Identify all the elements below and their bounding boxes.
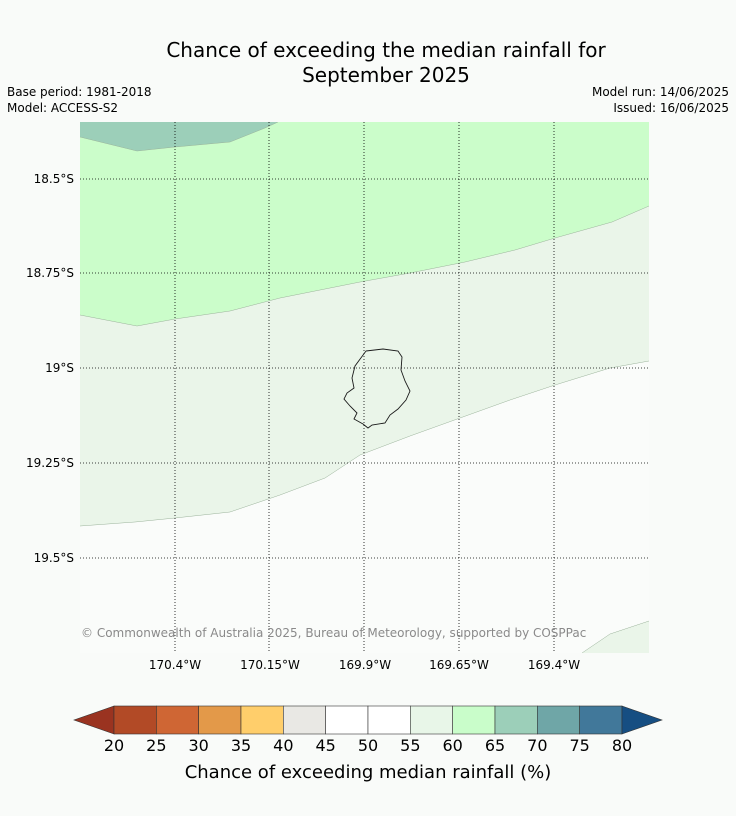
latitude-labels: 18.5°S 18.75°S 19°S 19.25°S 19.5°S: [26, 172, 74, 565]
colorbar-segment: [537, 705, 580, 735]
colorbar-tick-label: 35: [231, 736, 251, 755]
colorbar-tick-label: 30: [188, 736, 208, 755]
longitude-labels: 170.4°W 170.15°W 169.9°W 169.65°W 169.4°…: [149, 658, 580, 672]
lon-label-169-4: 169.4°W: [528, 658, 580, 672]
title-line-1: Chance of exceeding the median rainfall …: [166, 38, 606, 62]
colorbar-segment: [156, 705, 199, 735]
lon-label-169-65: 169.65°W: [429, 658, 489, 672]
colorbar-segment: [325, 705, 369, 735]
colorbar-label: Chance of exceeding median rainfall (%): [185, 762, 552, 783]
colorbar-segment: [283, 705, 326, 735]
colorbar-tick-label: 70: [527, 736, 547, 755]
lat-label-19: 19°S: [45, 361, 74, 375]
colorbar-tick-label: 65: [485, 736, 505, 755]
lat-label-18-75: 18.75°S: [26, 266, 74, 280]
zone-65-70: [80, 122, 278, 151]
colorbar-tick-label: 55: [400, 736, 420, 755]
title-line-2: September 2025: [302, 63, 470, 87]
colorbar-segment: [579, 705, 623, 735]
colorbar-tick-label: 60: [442, 736, 462, 755]
colorbar-under-arrow: [73, 705, 115, 735]
colorbar-segments: [113, 705, 623, 735]
lat-label-19-5: 19.5°S: [34, 551, 74, 565]
colorbar: 20 25 30 35 40 45 50 55 60 65 70 75 80 Chance of exc…: [73, 705, 663, 783]
colorbar-tick-label: 45: [315, 736, 335, 755]
base-period-text: Base period: 1981-2018: [7, 85, 152, 99]
colorbar-tick-label: 25: [146, 736, 166, 755]
lat-label-18-5: 18.5°S: [34, 172, 74, 186]
colorbar-tick-label: 50: [358, 736, 378, 755]
lon-label-170-4: 170.4°W: [149, 658, 201, 672]
zone-60-65: [80, 122, 649, 326]
copyright-notice: © Commonwealth of Australia 2025, Bureau…: [81, 626, 586, 640]
model-info-left: Base period: 1981-2018 Model: ACCESS-S2: [7, 84, 152, 116]
lat-label-19-25: 19.25°S: [26, 456, 74, 470]
colorbar-segment: [452, 705, 496, 735]
lon-label-170-15: 170.15°W: [240, 658, 300, 672]
island-outline: [343, 348, 411, 429]
colorbar-tick-label: 80: [612, 736, 632, 755]
zone-55-60-corner: [582, 621, 649, 653]
colorbar-tick-labels: 20 25 30 35 40 45 50 55 60 65 70 75 80: [104, 736, 632, 755]
chart-title: Chance of exceeding the median rainfall …: [0, 38, 736, 88]
lon-label-169-9: 169.9°W: [339, 658, 391, 672]
colorbar-over-arrow: [621, 705, 663, 735]
issued-date-text: Issued: 16/06/2025: [613, 101, 729, 115]
colorbar-segment: [410, 705, 453, 735]
model-name-text: Model: ACCESS-S2: [7, 101, 119, 115]
colorbar-tick-label: 20: [104, 736, 124, 755]
colorbar-segment: [494, 705, 538, 735]
colorbar-tick-label: 40: [273, 736, 293, 755]
colorbar-tick-label: 75: [569, 736, 589, 755]
map-gridlines: [80, 122, 649, 653]
model-run-text: Model run: 14/06/2025: [591, 85, 729, 99]
colorbar-segment: [113, 705, 157, 735]
colorbar-segment: [198, 705, 242, 735]
colorbar-segment: [240, 705, 284, 735]
colorbar-segment: [367, 705, 411, 735]
model-info-right: Model run: 14/06/2025 Issued: 16/06/2025: [592, 84, 729, 116]
map-area: © Commonwealth of Australia 2025, Bureau…: [80, 122, 649, 653]
